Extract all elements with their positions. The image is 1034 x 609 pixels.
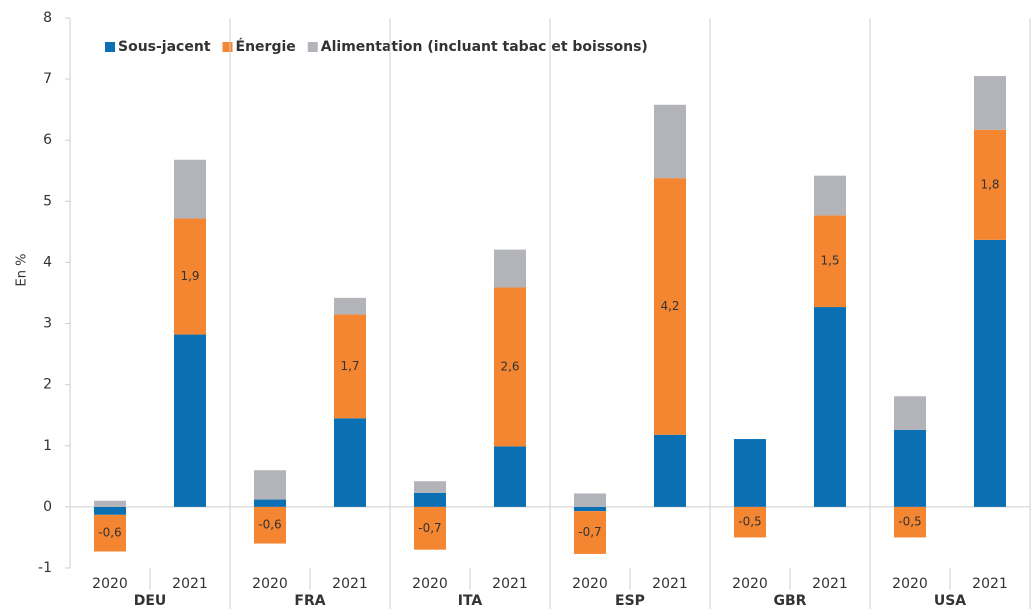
bar-segment: [254, 506, 286, 544]
bar-segment: [894, 506, 926, 538]
bar-segment: [414, 492, 446, 507]
bar-segment: [814, 307, 846, 507]
bar-segment: [254, 499, 286, 507]
bar-segment: [734, 439, 766, 507]
legend-swatch: [222, 42, 233, 52]
x-tick-label: 2020: [572, 576, 608, 592]
bar-segment: [974, 239, 1006, 507]
y-tick-label: 3: [43, 316, 52, 332]
x-tick-label: 2021: [492, 576, 528, 592]
data-label: -0,7: [418, 521, 441, 535]
legend-swatch: [105, 42, 115, 52]
x-tick-label: 2021: [652, 576, 688, 592]
group-label: ESP: [615, 593, 645, 609]
group-label: USA: [934, 593, 966, 609]
x-tick-label: 2021: [812, 576, 848, 592]
x-tick-label: 2021: [332, 576, 368, 592]
bar-segment: [494, 446, 526, 507]
bar-segment: [734, 506, 766, 538]
y-tick-label: 0: [43, 499, 52, 515]
bar-segment: [894, 429, 926, 507]
bar-segment: [814, 215, 846, 308]
x-tick-label: 2020: [252, 576, 288, 592]
y-tick-label: -1: [38, 560, 52, 576]
bar-segment: [974, 129, 1006, 240]
x-tick-label: 2020: [732, 576, 768, 592]
bar-segment: [494, 287, 526, 447]
data-label: 1,7: [340, 359, 359, 373]
y-tick-label: 8: [43, 10, 52, 26]
bar-segment: [814, 175, 846, 216]
data-label: 4,2: [660, 299, 679, 313]
group-label: DEU: [134, 593, 167, 609]
data-label: 1,9: [180, 269, 199, 283]
bar-segment: [574, 506, 606, 512]
x-tick-label: 2020: [892, 576, 928, 592]
data-label: -0,7: [578, 525, 601, 539]
y-tick-label: 1: [43, 438, 52, 454]
data-label: -0,5: [738, 515, 761, 529]
bar-segment: [574, 511, 606, 554]
bar-segment: [574, 493, 606, 507]
bar-segment: [894, 396, 926, 430]
bar-segment: [414, 506, 446, 550]
legend: Sous-jacent Énergie Alimentation (incluant…: [105, 38, 648, 55]
bar-segment: [174, 218, 206, 335]
y-tick-label: 2: [43, 377, 52, 393]
bar-segment: [414, 481, 446, 493]
bar-segment: [494, 249, 526, 288]
x-tick-label: 2021: [972, 576, 1008, 592]
bar-segment: [654, 178, 686, 435]
x-tick-label: 2020: [92, 576, 128, 592]
bar-segment: [94, 500, 126, 507]
legend-swatch: [307, 42, 318, 52]
y-tick-label: 4: [43, 254, 52, 270]
data-label: 2,6: [500, 359, 519, 373]
bar-segment: [334, 314, 366, 419]
bar-segment: [334, 418, 366, 507]
legend-label: Sous-jacent: [118, 39, 211, 55]
data-label: 1,5: [820, 254, 839, 268]
bar-segment: [94, 506, 126, 515]
y-axis-title: En %: [15, 254, 30, 287]
y-tick-label: 7: [43, 71, 52, 87]
data-label: -0,6: [258, 518, 281, 532]
bar-segment: [654, 104, 686, 179]
group-label: FRA: [294, 593, 325, 609]
x-tick-label: 2020: [412, 576, 448, 592]
y-tick-label: 6: [43, 132, 52, 148]
group-label: ITA: [458, 593, 483, 609]
legend-label: Alimentation (incluant tabac et boissons…: [321, 39, 648, 55]
bar-segment: [94, 514, 126, 552]
bar-segment: [254, 470, 286, 500]
data-label: -0,5: [898, 515, 921, 529]
bar-segment: [974, 76, 1006, 130]
bar-segment: [174, 159, 206, 219]
x-tick-label: 2021: [172, 576, 208, 592]
bar-segment: [654, 434, 686, 507]
data-label: -0,6: [98, 526, 121, 540]
group-label: GBR: [774, 593, 807, 609]
bar-segment: [334, 297, 366, 315]
legend-label: Énergie: [236, 38, 296, 55]
y-tick-label: 5: [43, 193, 52, 209]
bar-segment: [174, 334, 206, 507]
data-label: 1,8: [980, 177, 999, 191]
